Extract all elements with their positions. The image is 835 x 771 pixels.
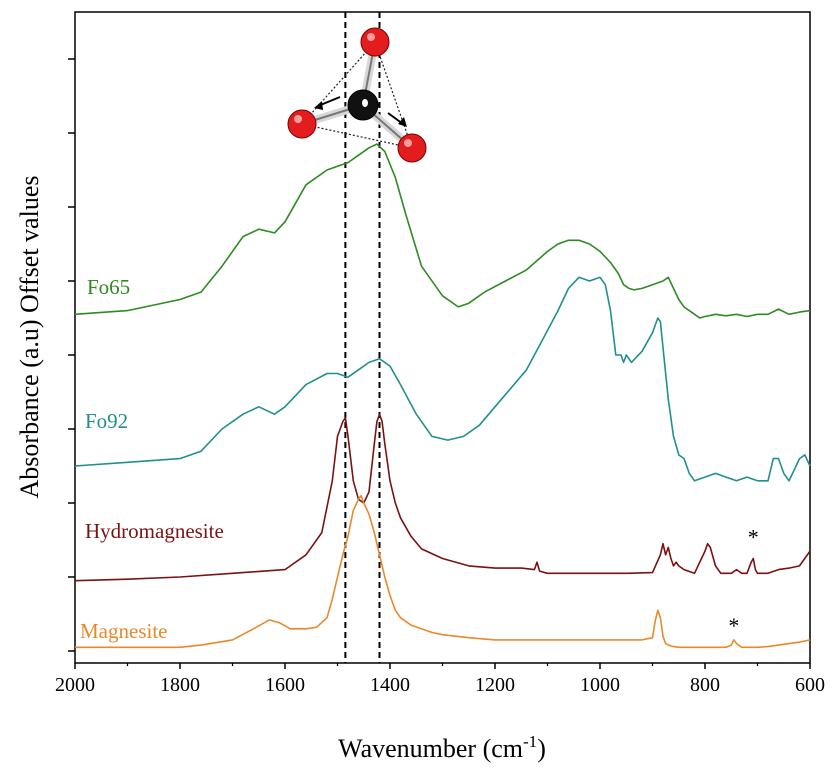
x-tick-label-800: 800 [690,674,720,696]
x-tick-label-1400: 1400 [370,674,410,696]
x-tick-label-1800: 1800 [160,674,200,696]
x-axis-title: Wavenumber (cm-1) [338,732,546,763]
oxygen-atom-right [397,133,427,163]
x-axis-title-main: Wavenumber (cm [338,734,523,763]
series-line-magnesite [75,494,811,649]
series-label-hydromagnesite: Hydromagnesite [85,519,224,543]
series-label-fo92: Fo92 [85,409,128,433]
x-axis-ticks: 2000 1800 1600 1400 1200 1000 800 600 [55,663,825,696]
carbonate-molecule-diagram [287,27,427,163]
x-tick-label-1600: 1600 [265,674,305,696]
series-labels: Fo65 Fo92 Hydromagnesite Magnesite [80,275,224,643]
x-tick-label-2000: 2000 [55,674,95,696]
series-line-hydromagnesite [74,413,811,582]
x-tick-label-1000: 1000 [580,674,620,696]
oxygen-atom-left [287,109,317,139]
series-line-fo65 [74,143,811,319]
series-group [74,143,811,649]
asterisk-annotation-1: * [748,524,759,549]
series-label-fo65: Fo65 [87,275,130,299]
oxygen-atom-top [360,27,390,57]
x-tick-label-600: 600 [795,674,825,696]
plot-frame [74,11,811,664]
series-line-fo92 [74,276,811,482]
series-label-magnesite: Magnesite [80,619,167,643]
annotation-markers: ** [728,524,758,638]
x-axis-title-close: ) [537,734,546,763]
y-axis-ticks [68,58,75,652]
asterisk-annotation-2: * [728,613,739,638]
x-tick-label-1200: 1200 [475,674,515,696]
x-axis-title-superscript: -1 [523,732,537,751]
y-axis-title: Absorbance (a.u) Offset values [15,176,44,499]
